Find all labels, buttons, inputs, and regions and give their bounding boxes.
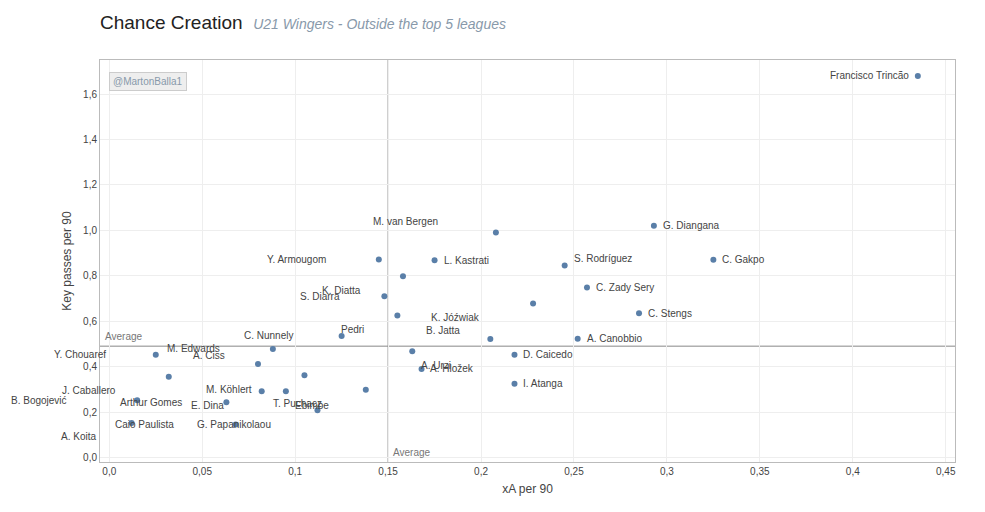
- svg-text:Pedri: Pedri: [341, 324, 364, 335]
- svg-text:C. Gakpo: C. Gakpo: [722, 254, 765, 265]
- svg-text:Average: Average: [105, 331, 143, 342]
- svg-text:G. Diangana: G. Diangana: [663, 220, 720, 231]
- svg-text:0,45: 0,45: [936, 466, 956, 477]
- svg-text:0,25: 0,25: [564, 466, 584, 477]
- svg-text:0,0: 0,0: [83, 452, 97, 463]
- svg-text:1,4: 1,4: [83, 134, 97, 145]
- svg-text:Key passes per 90: Key passes per 90: [60, 211, 74, 311]
- svg-text:Y. Armougom: Y. Armougom: [267, 254, 326, 265]
- svg-text:1,2: 1,2: [83, 179, 97, 190]
- svg-text:I. Atanga: I. Atanga: [523, 378, 563, 389]
- svg-text:Chance Creation U21 Wingers -: Chance Creation U21 Wingers - Outside th…: [100, 12, 506, 33]
- svg-text:A. Hložek: A. Hložek: [430, 363, 474, 374]
- svg-text:0,2: 0,2: [474, 466, 488, 477]
- svg-text:E. Dina: E. Dina: [191, 400, 224, 411]
- svg-text:A. Canobbio: A. Canobbio: [587, 333, 642, 344]
- svg-text:Arthur Gomes: Arthur Gomes: [120, 397, 182, 408]
- svg-text:0,3: 0,3: [660, 466, 674, 477]
- svg-text:1,0: 1,0: [83, 225, 97, 236]
- svg-text:C. Nunnely: C. Nunnely: [244, 330, 293, 341]
- svg-text:T. Puchacz: T. Puchacz: [273, 398, 322, 409]
- svg-text:0,35: 0,35: [750, 466, 770, 477]
- svg-text:M. van Bergen: M. van Bergen: [373, 216, 438, 227]
- svg-text:0,4: 0,4: [83, 361, 97, 372]
- svg-text:D. Caicedo: D. Caicedo: [523, 349, 573, 360]
- svg-text:M. Edwards: M. Edwards: [167, 343, 220, 354]
- svg-text:L. Kastrati: L. Kastrati: [444, 255, 489, 266]
- svg-text:Average: Average: [393, 447, 431, 458]
- svg-text:G. Papanikolaou: G. Papanikolaou: [197, 419, 271, 430]
- svg-text:@MartonBalla1: @MartonBalla1: [113, 76, 183, 87]
- svg-text:B. Jatta: B. Jatta: [426, 325, 460, 336]
- svg-text:0,2: 0,2: [83, 407, 97, 418]
- svg-text:Ebimbe: Ebimbe: [295, 400, 329, 411]
- svg-text:0,1: 0,1: [288, 466, 302, 477]
- svg-text:K. Jóźwiak: K. Jóźwiak: [431, 312, 480, 323]
- svg-text:0,8: 0,8: [83, 270, 97, 281]
- svg-text:0,6: 0,6: [83, 316, 97, 327]
- svg-text:A. Urzi: A. Urzi: [421, 360, 451, 371]
- svg-text:0,0: 0,0: [102, 466, 116, 477]
- svg-text:K. Diatta: K. Diatta: [322, 285, 361, 296]
- svg-text:A. Koita: A. Koita: [61, 431, 96, 442]
- svg-text:B. Bogojević: B. Bogojević: [11, 395, 67, 406]
- svg-text:1,6: 1,6: [83, 89, 97, 100]
- svg-text:J. Caballero: J. Caballero: [62, 385, 116, 396]
- svg-text:M. Köhlert: M. Köhlert: [206, 384, 252, 395]
- svg-text:0,4: 0,4: [846, 466, 860, 477]
- svg-text:Caio Paulista: Caio Paulista: [115, 419, 174, 430]
- svg-text:0,05: 0,05: [192, 466, 212, 477]
- svg-text:Francisco Trincão: Francisco Trincão: [830, 70, 909, 81]
- svg-text:A. Ciss: A. Ciss: [193, 350, 225, 361]
- svg-text:S. Diarra: S. Diarra: [300, 291, 340, 302]
- svg-text:Y. Chouaref: Y. Chouaref: [54, 349, 106, 360]
- svg-text:0,15: 0,15: [378, 466, 398, 477]
- svg-text:C. Stengs: C. Stengs: [648, 308, 692, 319]
- svg-text:xA per 90: xA per 90: [502, 482, 553, 496]
- svg-text:S. Rodríguez: S. Rodríguez: [574, 253, 632, 264]
- svg-text:C. Zady Sery: C. Zady Sery: [596, 282, 654, 293]
